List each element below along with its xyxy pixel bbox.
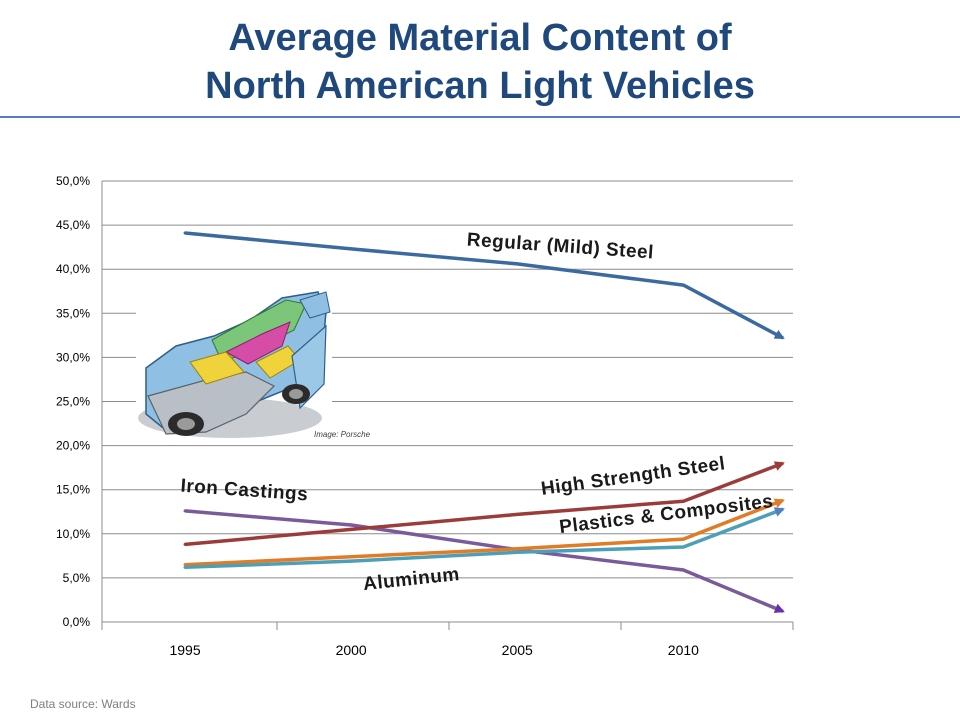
- y-tick-label: 45,0%: [56, 218, 90, 232]
- title-line-2: North American Light Vehicles: [205, 65, 755, 107]
- data-point: [681, 283, 685, 287]
- data-point: [515, 550, 519, 554]
- data-point: [681, 537, 685, 541]
- y-tick-label: 30,0%: [56, 350, 90, 364]
- x-tick-label: 2010: [668, 642, 699, 658]
- y-tick-label: 10,0%: [56, 527, 90, 541]
- car-body-structure-image: [136, 284, 332, 444]
- series-lines: [183, 231, 785, 614]
- page-title: Average Material Content of North Americ…: [0, 14, 960, 110]
- annotation-aluminum: Aluminum: [362, 564, 461, 595]
- data-point: [349, 527, 353, 531]
- data-point: [515, 547, 519, 551]
- data-source-note: Data source: Wards: [30, 697, 136, 711]
- annotation-plastics-composites: Plastics & Composites: [558, 491, 774, 538]
- annotation-high-strength-steel: High Strength Steel: [540, 453, 727, 500]
- title-divider: [0, 116, 960, 118]
- x-tick-label: 1995: [169, 642, 200, 658]
- data-point: [515, 512, 519, 516]
- data-point: [349, 523, 353, 527]
- y-tick-label: 40,0%: [56, 262, 90, 276]
- data-point: [681, 545, 685, 549]
- y-tick-label: 25,0%: [56, 395, 90, 409]
- data-point: [515, 262, 519, 266]
- y-tick-label: 20,0%: [56, 439, 90, 453]
- title-line-1: Average Material Content of: [228, 17, 732, 59]
- y-tick-label: 50,0%: [56, 174, 90, 188]
- annotation-iron-castings: Iron Castings: [180, 476, 309, 506]
- data-point: [681, 499, 685, 503]
- data-point: [183, 509, 187, 513]
- data-point: [349, 559, 353, 563]
- y-tick-label: 0,0%: [63, 615, 91, 629]
- data-point: [183, 563, 187, 567]
- data-point: [183, 565, 187, 569]
- data-point: [349, 555, 353, 559]
- y-tick-label: 35,0%: [56, 306, 90, 320]
- y-tick-label: 5,0%: [63, 571, 91, 585]
- y-tick-label: 15,0%: [56, 483, 90, 497]
- x-tick-label: 2005: [502, 642, 533, 658]
- annotation-regular-mild-steel: Regular (Mild) Steel: [466, 230, 654, 264]
- data-point: [681, 568, 685, 572]
- image-credit: Image: Porsche: [314, 430, 371, 439]
- data-point: [183, 231, 187, 235]
- axes: 0,0% 5,0% 10,0% 15,0% 20,0% 25,0% 30,0% 35,0% 40…: [56, 174, 794, 658]
- data-point: [183, 542, 187, 546]
- x-tick-label: 2000: [336, 642, 367, 658]
- data-point: [349, 247, 353, 251]
